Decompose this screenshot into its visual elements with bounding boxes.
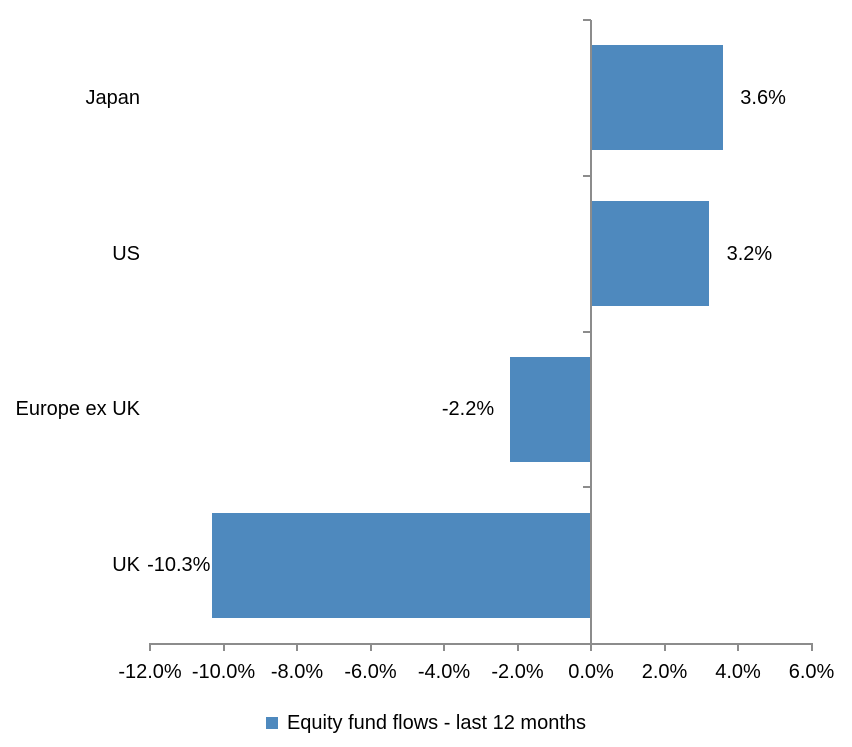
x-axis-tick [810, 643, 813, 651]
category-label-uk: UK [112, 554, 140, 577]
x-axis-tick [296, 643, 298, 651]
x-axis-tick-label: 4.0% [715, 661, 761, 683]
x-axis-tick-label: 0.0% [568, 661, 614, 683]
x-axis-tick [443, 643, 445, 651]
category-label-us: US [112, 242, 140, 265]
x-axis-tick-label: -6.0% [344, 661, 397, 683]
bar-uk [212, 512, 591, 618]
data-label-europe-ex-uk: -2.2% [441, 398, 495, 421]
x-axis-tick [663, 643, 666, 651]
bar-japan [591, 45, 724, 151]
x-axis-tick [369, 643, 372, 651]
x-axis-tick [737, 643, 739, 651]
x-axis-tick [149, 643, 151, 651]
y-axis-zero-line [590, 20, 592, 651]
category-label-europe-ex-uk: Europe ex UK [15, 398, 140, 421]
legend-label: Equity fund flows - last 12 months [286, 711, 587, 734]
category-axis-tick [583, 486, 591, 489]
category-axis-tick [583, 330, 591, 333]
x-axis-tick-label: -10.0% [191, 661, 256, 683]
x-axis-tick [516, 643, 519, 651]
x-axis-tick-label: 6.0% [788, 661, 835, 683]
data-label-us: 3.2% [726, 242, 773, 265]
x-axis-tick-label: -8.0% [270, 661, 324, 683]
category-axis-tick [583, 19, 591, 21]
data-label-uk: -10.3% [147, 554, 211, 577]
x-axis-tick-label: -4.0% [417, 661, 471, 683]
x-axis-tick-label: -2.0% [491, 661, 544, 683]
x-axis-line [149, 643, 813, 645]
category-label-japan: Japan [85, 86, 141, 109]
category-axis-tick [583, 174, 591, 177]
legend: Equity fund flows - last 12 months [0, 710, 852, 736]
legend-square-swatch-icon [265, 717, 278, 729]
x-axis-tick [222, 643, 225, 651]
data-label-japan: 3.6% [740, 86, 786, 109]
x-axis-tick-label: -12.0% [118, 661, 182, 683]
x-axis-tick-label: 2.0% [641, 661, 688, 683]
x-axis-tick [590, 643, 592, 651]
bar-europe-ex-uk [510, 356, 591, 462]
bar-us [591, 201, 709, 307]
